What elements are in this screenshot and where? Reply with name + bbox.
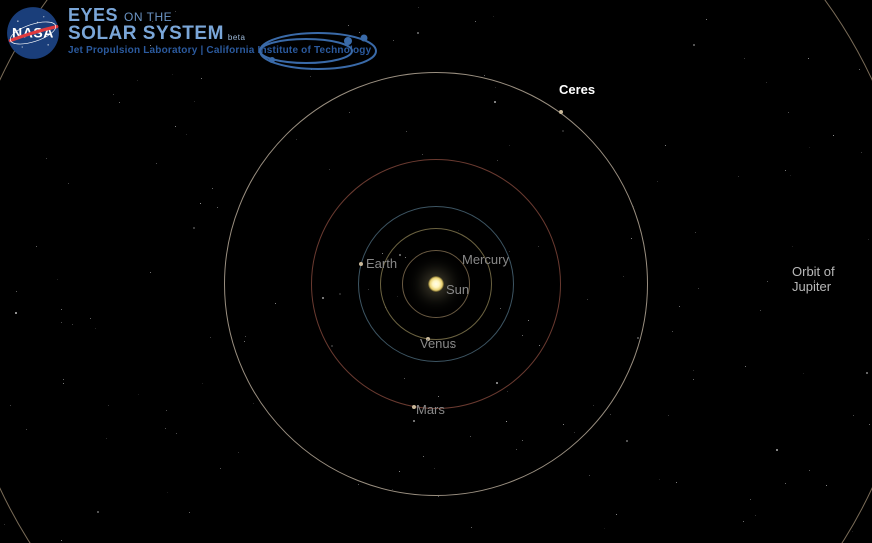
logo-on-the: ON THE bbox=[124, 11, 172, 23]
logo-line-1: EYES ON THE bbox=[68, 6, 371, 24]
label-sun: Sun bbox=[446, 282, 469, 297]
label-earth: Earth bbox=[366, 256, 397, 271]
logo-line-2: SOLAR SYSTEM beta bbox=[68, 24, 371, 43]
label-ceres: Ceres bbox=[559, 82, 595, 97]
logo-eyes: EYES bbox=[68, 6, 118, 24]
logo-solar-system: SOLAR SYSTEM bbox=[68, 24, 224, 43]
body-earth bbox=[359, 262, 363, 266]
label-mars: Mars bbox=[416, 402, 445, 417]
nasa-logo-icon: NASA bbox=[6, 6, 60, 60]
logo-beta: beta bbox=[228, 34, 246, 42]
label-mercury: Mercury bbox=[462, 252, 509, 267]
label-venus: Venus bbox=[420, 336, 456, 351]
label-jupiter: Orbit ofJupiter bbox=[792, 264, 835, 294]
solar-system-view[interactable]: Sun Mercury Venus Earth Mars Ceres Orbit ofJup… bbox=[0, 0, 872, 543]
logo-subtitle: Jet Propulsion Laboratory | California I… bbox=[68, 46, 371, 56]
sun bbox=[428, 276, 444, 292]
app-logo: NASA EYES ON THE SOLAR SYSTEM beta Jet P… bbox=[6, 6, 371, 60]
